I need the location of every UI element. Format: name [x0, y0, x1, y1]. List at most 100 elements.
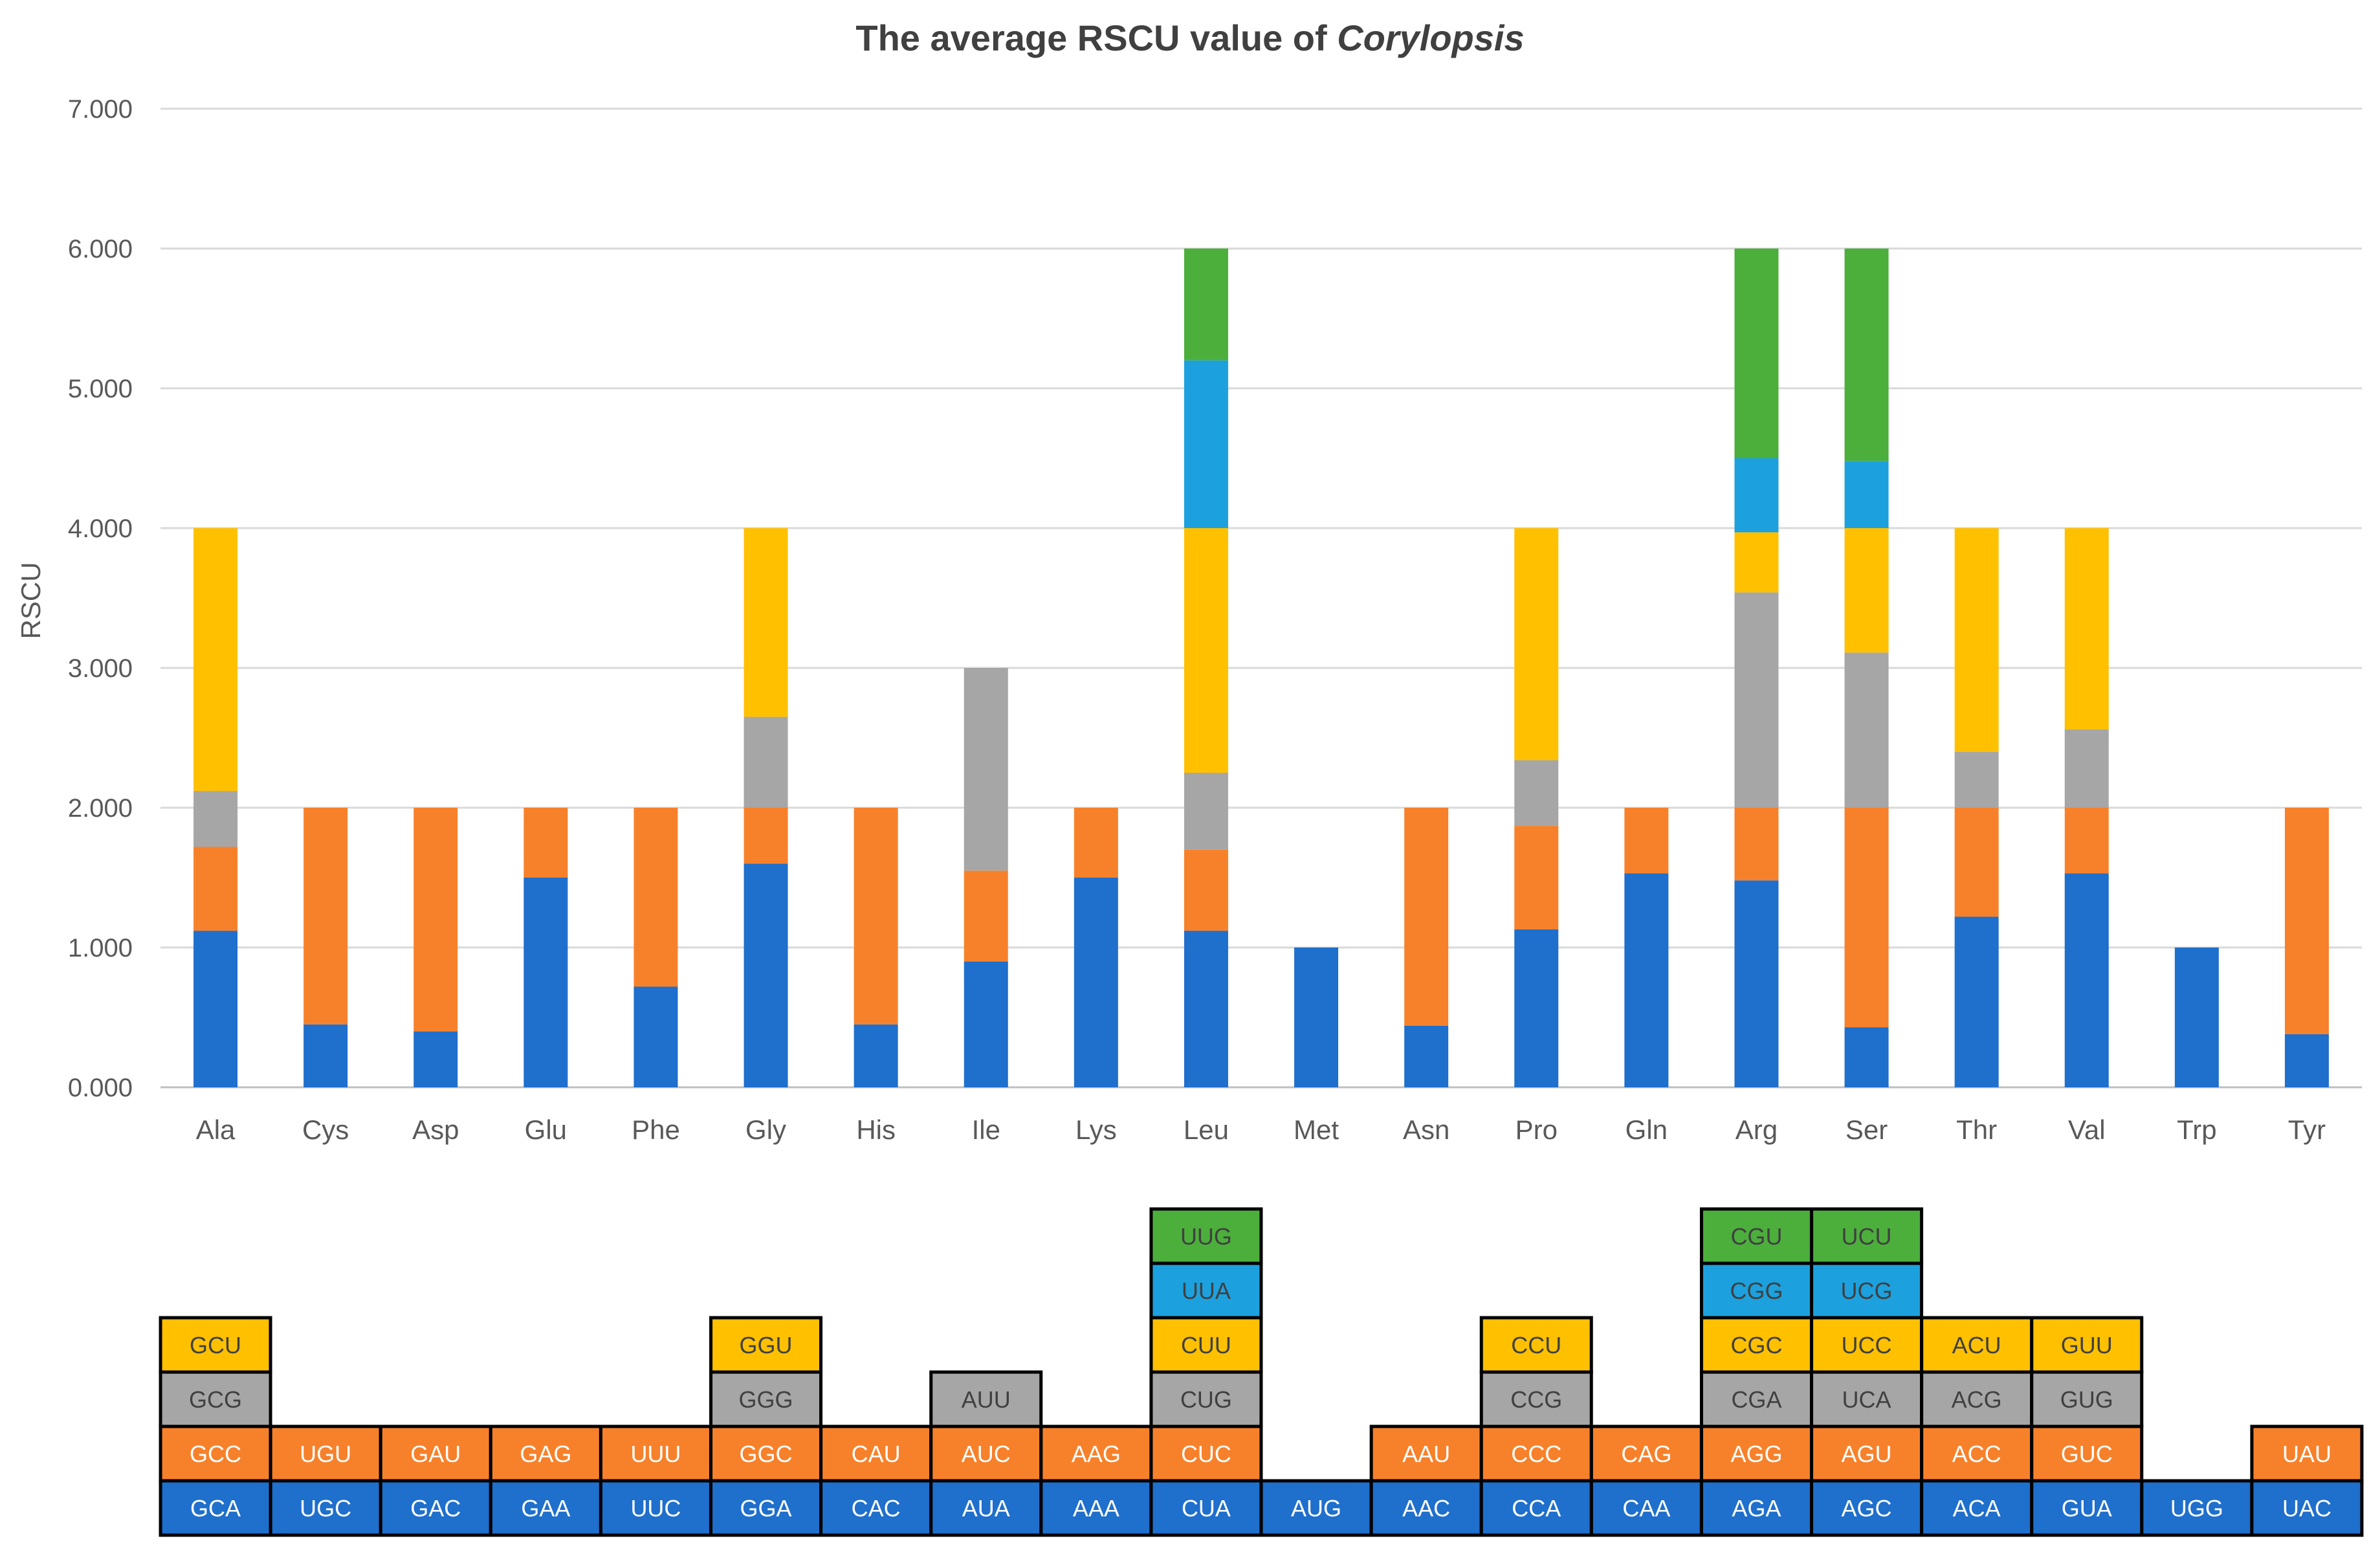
bar-segment-arg-cga — [1734, 592, 1779, 808]
codon-label: GCG — [189, 1386, 242, 1413]
bar-segment-lys-aaa — [1074, 878, 1118, 1087]
codon-label: AUG — [1291, 1495, 1341, 1522]
codon-cell — [2140, 1479, 2254, 1537]
bar-segment-asn-aac — [1404, 1025, 1449, 1087]
bar-segment-tyr-uac — [2284, 1034, 2329, 1087]
bar-segment-arg-cgu — [1734, 249, 1779, 458]
codon-cell — [1589, 1479, 1703, 1537]
x-tick-label: Met — [1294, 1114, 1339, 1145]
codon-cell — [489, 1424, 602, 1483]
x-tick-label: Cys — [302, 1114, 349, 1145]
bar-segment-val-gug — [2064, 729, 2109, 808]
gridlines — [160, 107, 2362, 1089]
codon-label: AAC — [1402, 1495, 1450, 1522]
codon-label: GAA — [521, 1495, 570, 1522]
codon-label: CAA — [1622, 1495, 1670, 1522]
bar-segment-asn-aau — [1404, 808, 1449, 1026]
bar-segment-met-aug — [1294, 948, 1339, 1087]
codon-label: GUG — [2060, 1386, 2113, 1413]
codon-label: UCC — [1842, 1332, 1892, 1358]
bar-segment-gly-ggc — [744, 808, 788, 864]
codon-cell — [819, 1424, 933, 1483]
x-tick-label: Leu — [1184, 1114, 1229, 1145]
codon-label: UUC — [630, 1495, 681, 1522]
x-tick-label: Gly — [745, 1114, 786, 1145]
x-tick-label: His — [856, 1114, 896, 1145]
codon-cell — [709, 1370, 823, 1428]
codon-label: GGC — [740, 1441, 793, 1467]
bar-segment-ile-auu — [964, 668, 1008, 871]
codon-label: UUG — [1180, 1223, 1232, 1250]
codon-label: AAG — [1072, 1441, 1121, 1467]
bar-segment-leu-cuu — [1184, 528, 1228, 773]
bar-segment-arg-cgc — [1734, 532, 1779, 593]
x-tick-label: Trp — [2177, 1114, 2216, 1145]
codon-label: CCU — [1511, 1332, 1561, 1358]
codon-label: AGG — [1730, 1441, 1782, 1467]
bar-segment-ser-ucu — [1844, 249, 1889, 461]
codon-cell — [2030, 1479, 2144, 1537]
codon-cell — [1369, 1424, 1483, 1483]
bars — [193, 249, 2329, 1087]
codon-label: CUG — [1180, 1386, 1232, 1413]
codon-label: CCG — [1510, 1386, 1562, 1413]
x-tick-label: Arg — [1735, 1114, 1778, 1145]
x-tick-label: Asn — [1403, 1114, 1449, 1145]
bar-segment-pro-ccu — [1514, 528, 1559, 760]
y-tick-label: 4.000 — [68, 515, 133, 543]
bar-segment-lys-aag — [1074, 808, 1118, 878]
bar-segment-thr-acg — [1954, 751, 1999, 808]
codon-label: GGU — [740, 1332, 793, 1358]
bar-segment-leu-cua — [1184, 931, 1228, 1087]
y-tick-label: 5.000 — [68, 375, 133, 403]
y-tick-label: 7.000 — [68, 95, 133, 124]
codon-cell — [1699, 1479, 1813, 1537]
bar-segment-cys-ugu — [303, 808, 348, 1025]
codon-label: UAC — [2282, 1495, 2331, 1522]
x-tick-label: Tyr — [2288, 1114, 2326, 1145]
bar-segment-leu-cuc — [1184, 849, 1228, 931]
x-tick-label: Ala — [196, 1114, 236, 1145]
x-tick-label: Val — [2068, 1114, 2106, 1145]
bar-segment-pro-ccg — [1514, 760, 1559, 826]
codon-label: CAG — [1621, 1441, 1671, 1467]
codon-cell — [1259, 1479, 1373, 1537]
x-tick-label: Pro — [1515, 1114, 1558, 1145]
bar-segment-leu-cug — [1184, 773, 1228, 850]
codon-label: GGG — [739, 1386, 793, 1413]
codon-label: GAU — [410, 1441, 461, 1467]
codon-cell — [1920, 1424, 2034, 1483]
codon-label: AUA — [962, 1495, 1010, 1522]
chart-title-genus: Corylopsis — [1337, 17, 1524, 58]
codon-label: GCA — [190, 1495, 241, 1522]
codon-cell — [2250, 1479, 2364, 1537]
codon-label: CGA — [1731, 1386, 1781, 1413]
bar-segment-arg-aga — [1734, 880, 1779, 1087]
codon-cell — [1699, 1424, 1813, 1483]
codon-label: CUA — [1182, 1495, 1231, 1522]
x-axis-ticks: Ala Cys Asp Glu Phe Gly His Ile Lys Leu Met Asn Pro G… — [196, 1114, 2326, 1145]
codon-label: AUU — [962, 1386, 1011, 1413]
codon-label: UGC — [300, 1495, 351, 1522]
chart-title: The average RSCU value of Corylopsis — [855, 17, 1524, 58]
codon-cell — [1920, 1370, 2034, 1428]
codon-label: CGG — [1730, 1278, 1783, 1304]
x-tick-label: Thr — [1956, 1114, 1997, 1145]
codon-cell — [1479, 1370, 1593, 1428]
codon-label: CGC — [1730, 1332, 1782, 1358]
x-tick-label: Ser — [1846, 1114, 1888, 1145]
codon-cell — [159, 1316, 272, 1374]
bar-segment-ala-gcc — [193, 847, 238, 931]
bar-segment-pro-ccc — [1514, 826, 1559, 929]
x-tick-label: Asp — [412, 1114, 459, 1145]
codon-label: GCC — [190, 1441, 241, 1467]
x-tick-label: Ile — [972, 1114, 1000, 1145]
bar-segment-thr-aca — [1954, 916, 1999, 1087]
codon-cell — [489, 1479, 602, 1537]
bar-segment-gln-caa — [1624, 873, 1669, 1087]
x-tick-label: Lys — [1075, 1114, 1117, 1145]
codon-label: UCA — [1842, 1386, 1891, 1413]
codon-label: CAC — [852, 1495, 901, 1522]
y-axis-ticks: 0.000 1.000 2.000 3.000 4.000 5.000 6.000 7.000 — [68, 95, 133, 1102]
